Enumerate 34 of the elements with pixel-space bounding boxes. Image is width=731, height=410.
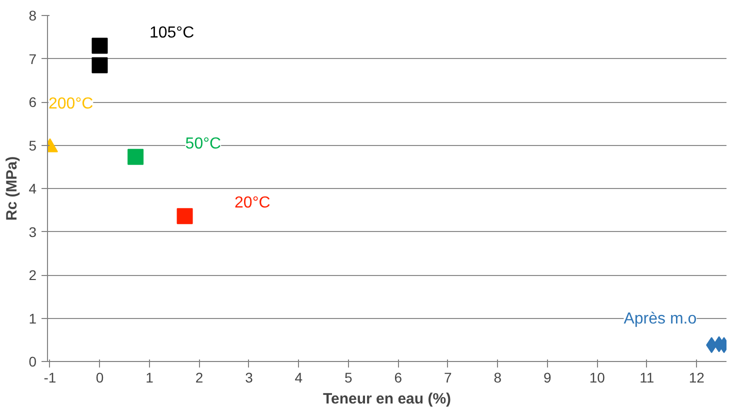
x-tick-label: 0 bbox=[96, 370, 104, 386]
x-tick-label: 2 bbox=[195, 370, 204, 386]
x-tick-label: 8 bbox=[494, 370, 502, 386]
y-tick-label: 4 bbox=[28, 180, 37, 196]
x-tick-label: 7 bbox=[444, 370, 452, 386]
point bbox=[92, 57, 108, 74]
x-axis-title: Teneur en eau (%) bbox=[322, 390, 452, 408]
y-tick-label: 2 bbox=[28, 267, 37, 283]
x-tick-label: 5 bbox=[344, 370, 353, 386]
text: 20°C bbox=[234, 194, 270, 212]
y-tick-label: 7 bbox=[28, 50, 37, 67]
point bbox=[176, 208, 193, 224]
x-tick-label: -1 bbox=[44, 370, 56, 386]
point bbox=[128, 148, 144, 165]
y-tick-label: 5 bbox=[28, 137, 37, 154]
y-tick-label: 1 bbox=[28, 310, 37, 326]
series-label: Après m.o bbox=[624, 310, 697, 328]
x-tick-label: 9 bbox=[544, 370, 552, 386]
y-tick-label: 6 bbox=[28, 94, 37, 110]
x-tick-label: 11 bbox=[640, 370, 654, 386]
text: 50°C bbox=[185, 135, 222, 152]
y-tick-label: 0 bbox=[28, 354, 37, 370]
x-tick-label: 1 bbox=[146, 370, 154, 386]
y-tick-label: 8 bbox=[28, 8, 37, 24]
x-tick-label: 4 bbox=[294, 370, 303, 386]
y-axis-title: Rc (MPa) bbox=[4, 156, 21, 221]
x-tick-label: 6 bbox=[394, 370, 402, 386]
series-label: 200°C bbox=[48, 96, 94, 113]
text: 105°C bbox=[149, 24, 194, 42]
x-tick-label: 3 bbox=[245, 370, 254, 386]
x-tick-label: 12 bbox=[688, 370, 705, 386]
x-tick-label: 10 bbox=[589, 370, 606, 386]
point bbox=[92, 38, 108, 54]
y-tick-label: 3 bbox=[28, 224, 37, 240]
